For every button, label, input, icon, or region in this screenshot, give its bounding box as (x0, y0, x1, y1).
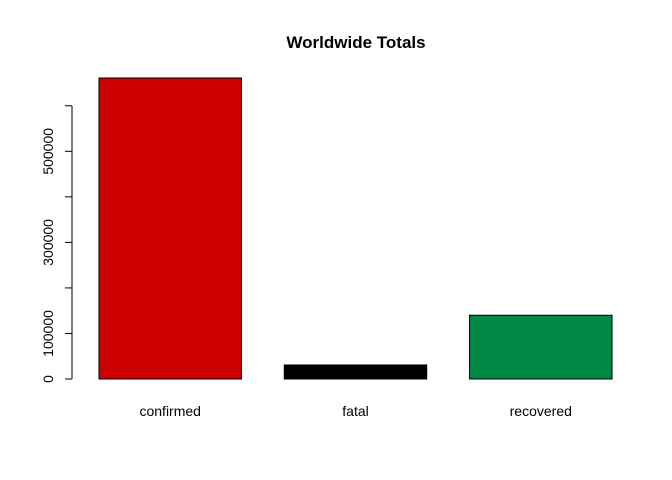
y-tick-label: 0 (40, 375, 56, 383)
bar-fatal (283, 364, 428, 380)
bars-group (98, 77, 613, 380)
y-tick-label: 300000 (40, 219, 56, 266)
x-axis-labels: confirmed fatal recovered (139, 403, 571, 419)
bar-confirmed (98, 77, 242, 380)
x-tick-label-fatal: fatal (342, 403, 368, 419)
bar-recovered (469, 314, 613, 380)
x-tick-label-confirmed: confirmed (139, 403, 200, 419)
y-tick-label: 100000 (40, 310, 56, 357)
chart-title: Worldwide Totals (286, 33, 425, 52)
y-tick-label: 500000 (40, 128, 56, 175)
y-axis: 0 100000 300000 500000 (40, 105, 73, 383)
x-tick-label-recovered: recovered (510, 403, 572, 419)
